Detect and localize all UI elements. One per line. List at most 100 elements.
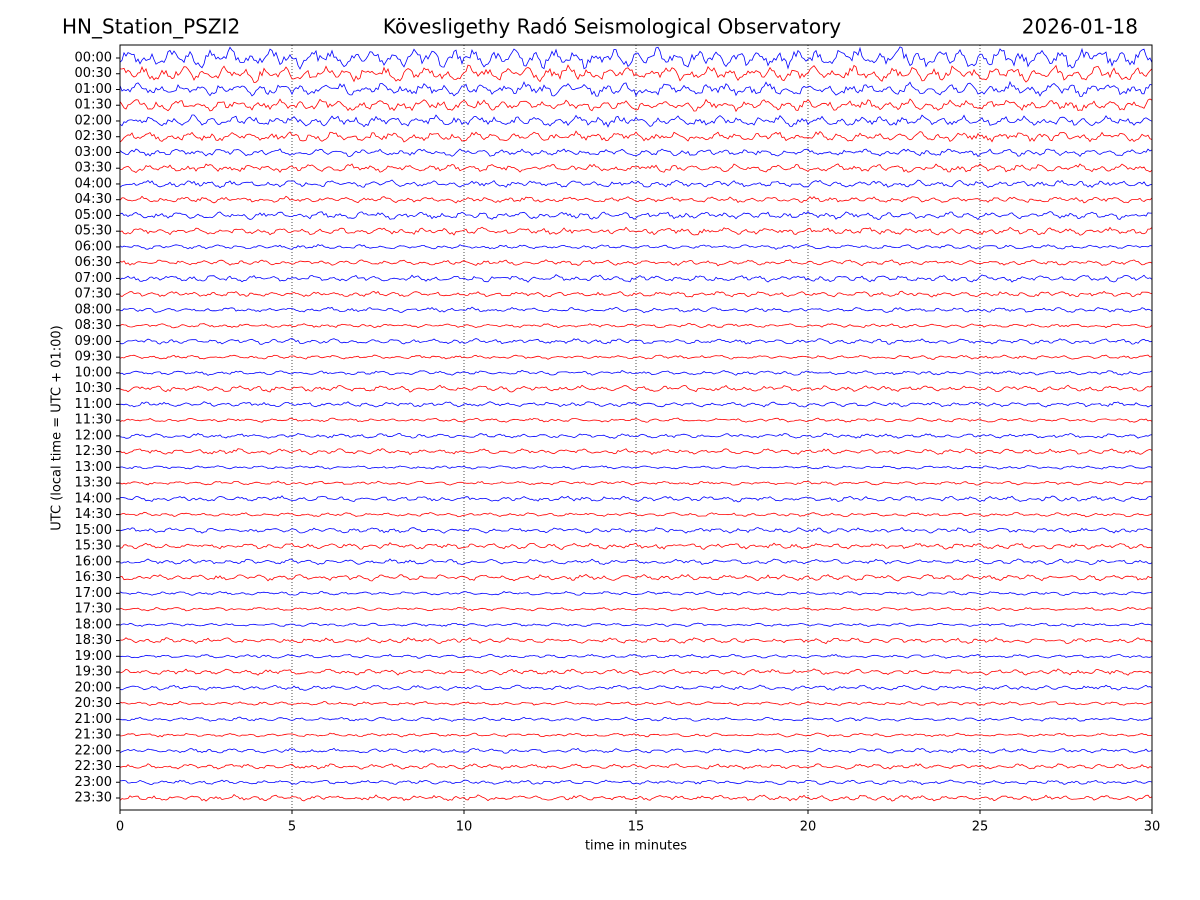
trace bbox=[119, 417, 1153, 423]
trace bbox=[119, 306, 1153, 314]
trace bbox=[119, 163, 1153, 173]
y-tick-label: 07:30 bbox=[75, 287, 112, 302]
trace bbox=[119, 148, 1153, 158]
trace bbox=[119, 179, 1153, 189]
trace bbox=[119, 716, 1153, 722]
x-axis-label: time in minutes bbox=[585, 839, 687, 854]
trace bbox=[119, 779, 1153, 786]
trace bbox=[119, 558, 1153, 566]
y-tick-label: 08:30 bbox=[75, 318, 112, 333]
trace bbox=[119, 668, 1153, 676]
y-tick-label: 19:30 bbox=[75, 665, 112, 680]
y-tick-label: 02:00 bbox=[75, 113, 112, 128]
trace bbox=[119, 432, 1153, 439]
y-tick-label: 16:30 bbox=[75, 570, 112, 585]
y-tick-label: 23:30 bbox=[75, 791, 112, 806]
trace bbox=[119, 448, 1153, 456]
trace bbox=[119, 606, 1153, 612]
x-tick-label: 20 bbox=[800, 820, 817, 835]
trace bbox=[119, 80, 1153, 97]
trace bbox=[119, 384, 1153, 393]
trace bbox=[119, 700, 1153, 707]
trace bbox=[119, 637, 1153, 645]
trace bbox=[119, 480, 1153, 486]
trace bbox=[119, 747, 1153, 754]
trace bbox=[119, 130, 1153, 143]
trace bbox=[119, 369, 1153, 376]
y-tick-label: 09:00 bbox=[75, 334, 112, 349]
trace bbox=[119, 794, 1153, 802]
trace bbox=[119, 274, 1153, 283]
y-tick-label: 15:30 bbox=[75, 539, 112, 554]
x-tick-label: 25 bbox=[972, 820, 989, 835]
y-tick-label: 00:00 bbox=[75, 51, 112, 66]
trace bbox=[119, 98, 1153, 113]
y-tick-label: 01:00 bbox=[75, 82, 112, 97]
y-tick-label: 05:30 bbox=[75, 224, 112, 239]
y-tick-label: 21:00 bbox=[75, 712, 112, 727]
x-tick-label: 5 bbox=[288, 820, 296, 835]
trace bbox=[119, 465, 1153, 470]
y-tick-label: 16:00 bbox=[75, 554, 112, 569]
y-tick-label: 22:00 bbox=[75, 743, 112, 758]
y-tick-label: 18:30 bbox=[75, 633, 112, 648]
y-tick-label: 10:30 bbox=[75, 381, 112, 396]
trace bbox=[119, 527, 1153, 534]
trace bbox=[120, 732, 1153, 738]
y-tick-label: 02:30 bbox=[75, 129, 112, 144]
y-tick-label: 06:30 bbox=[75, 255, 112, 270]
date-label: 2026-01-18 bbox=[1022, 15, 1138, 39]
y-tick-label: 06:00 bbox=[75, 239, 112, 254]
trace bbox=[119, 64, 1153, 84]
y-tick-label: 00:30 bbox=[75, 66, 112, 81]
trace bbox=[119, 211, 1152, 221]
y-tick-label: 10:00 bbox=[75, 365, 112, 380]
trace bbox=[119, 495, 1153, 503]
y-tick-label: 08:00 bbox=[75, 302, 112, 317]
y-tick-label: 04:00 bbox=[75, 176, 112, 191]
x-tick-label: 15 bbox=[628, 820, 645, 835]
trace bbox=[119, 195, 1153, 204]
station-label: HN_Station_PSZI2 bbox=[62, 15, 240, 39]
trace bbox=[119, 226, 1153, 236]
y-tick-label: 18:00 bbox=[75, 617, 112, 632]
y-tick-label: 19:00 bbox=[75, 649, 112, 664]
trace bbox=[119, 46, 1153, 70]
y-tick-label: 21:30 bbox=[75, 728, 112, 743]
trace bbox=[120, 401, 1153, 408]
y-tick-label: 09:30 bbox=[75, 350, 112, 365]
trace bbox=[119, 684, 1153, 691]
y-tick-label: 03:00 bbox=[75, 145, 112, 160]
trace bbox=[119, 114, 1153, 128]
y-tick-label: 20:30 bbox=[75, 696, 112, 711]
trace bbox=[119, 354, 1153, 360]
x-tick-label: 10 bbox=[456, 820, 473, 835]
y-tick-label: 04:30 bbox=[75, 192, 112, 207]
y-tick-label: 11:00 bbox=[75, 397, 112, 412]
y-tick-label: 20:00 bbox=[75, 680, 112, 695]
y-tick-label: 17:30 bbox=[75, 602, 112, 617]
y-tick-label: 13:00 bbox=[75, 460, 112, 475]
trace bbox=[119, 574, 1153, 582]
y-tick-label: 15:00 bbox=[75, 523, 112, 538]
y-tick-label: 12:00 bbox=[75, 428, 112, 443]
trace bbox=[119, 590, 1153, 596]
y-tick-label: 23:00 bbox=[75, 775, 112, 790]
trace bbox=[119, 542, 1153, 550]
chart-title: Kövesligethy Radó Seismological Observat… bbox=[383, 15, 841, 39]
trace bbox=[119, 259, 1153, 267]
trace bbox=[119, 338, 1153, 345]
x-tick-label: 0 bbox=[116, 820, 124, 835]
y-tick-label: 05:00 bbox=[75, 208, 112, 223]
trace bbox=[119, 290, 1153, 298]
y-tick-label: 03:30 bbox=[75, 161, 112, 176]
plot-area bbox=[119, 45, 1153, 810]
y-tick-label: 14:30 bbox=[75, 507, 112, 522]
x-tick-label: 30 bbox=[1144, 820, 1161, 835]
trace bbox=[119, 323, 1153, 329]
y-tick-label: 13:30 bbox=[75, 476, 112, 491]
y-tick-label: 12:30 bbox=[75, 444, 112, 459]
y-axis-label: UTC (local time = UTC + 01:00) bbox=[50, 325, 65, 530]
trace bbox=[119, 243, 1153, 250]
